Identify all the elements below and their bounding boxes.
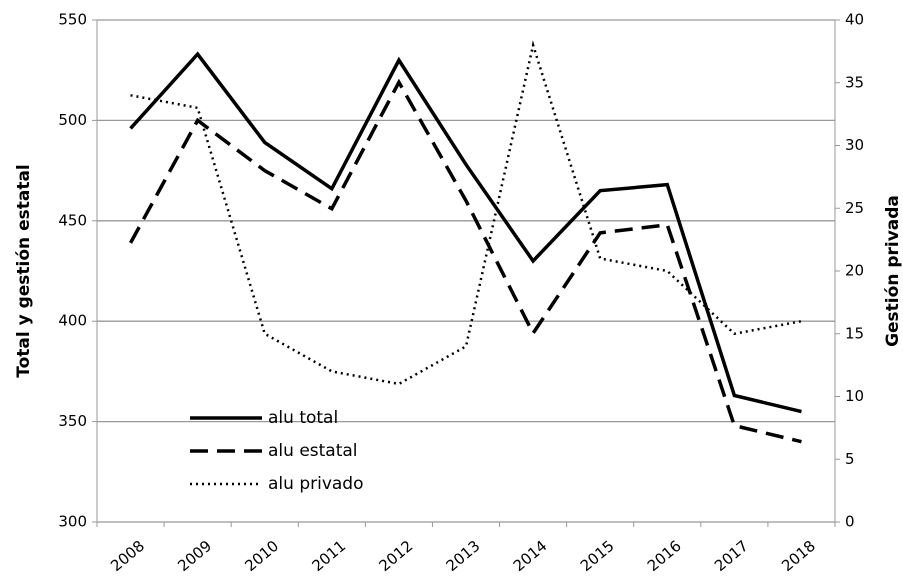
series-line [129, 78, 802, 444]
y2-tick-label: 15 [845, 324, 864, 342]
y2-tick-label: 40 [845, 11, 864, 29]
x-tick-label: 2012 [376, 537, 417, 575]
legend-label: alu estatal [268, 441, 358, 461]
y-axis-label: Total y gestión estatal [14, 164, 34, 378]
y2-tick-label: 5 [845, 450, 855, 468]
x-tick-label: 2016 [644, 537, 685, 575]
y2-tick-label: 25 [845, 199, 864, 217]
y-tick-label: 350 [58, 412, 87, 430]
x-tick-label: 2018 [778, 537, 819, 575]
y-tick-label: 550 [58, 11, 87, 29]
x-tick-label: 2017 [711, 537, 752, 575]
x-tick-label: 2015 [577, 537, 618, 575]
y2-axis-label: Gestión privada [883, 195, 903, 347]
y2-tick-label: 35 [845, 73, 864, 91]
y-tick-label: 500 [58, 111, 87, 129]
x-tick-label: 2009 [174, 537, 215, 575]
y-tick-label: 300 [58, 513, 87, 531]
y2-tick-label: 20 [845, 262, 864, 280]
legend-label: alu privado [268, 474, 364, 494]
legend-label: alu total [268, 408, 338, 428]
y2-tick-label: 0 [845, 513, 855, 531]
series-line [129, 51, 802, 414]
y2-tick-label: 30 [845, 136, 864, 154]
x-tick-label: 2014 [510, 537, 551, 575]
y-tick-label: 400 [58, 312, 87, 330]
x-tick-label: 2011 [308, 537, 349, 575]
y-tick-label: 450 [58, 211, 87, 229]
x-tick-label: 2008 [107, 537, 148, 575]
x-tick-label: 2013 [443, 537, 484, 575]
y2-tick-label: 10 [845, 387, 864, 405]
x-tick-label: 2010 [241, 537, 282, 575]
